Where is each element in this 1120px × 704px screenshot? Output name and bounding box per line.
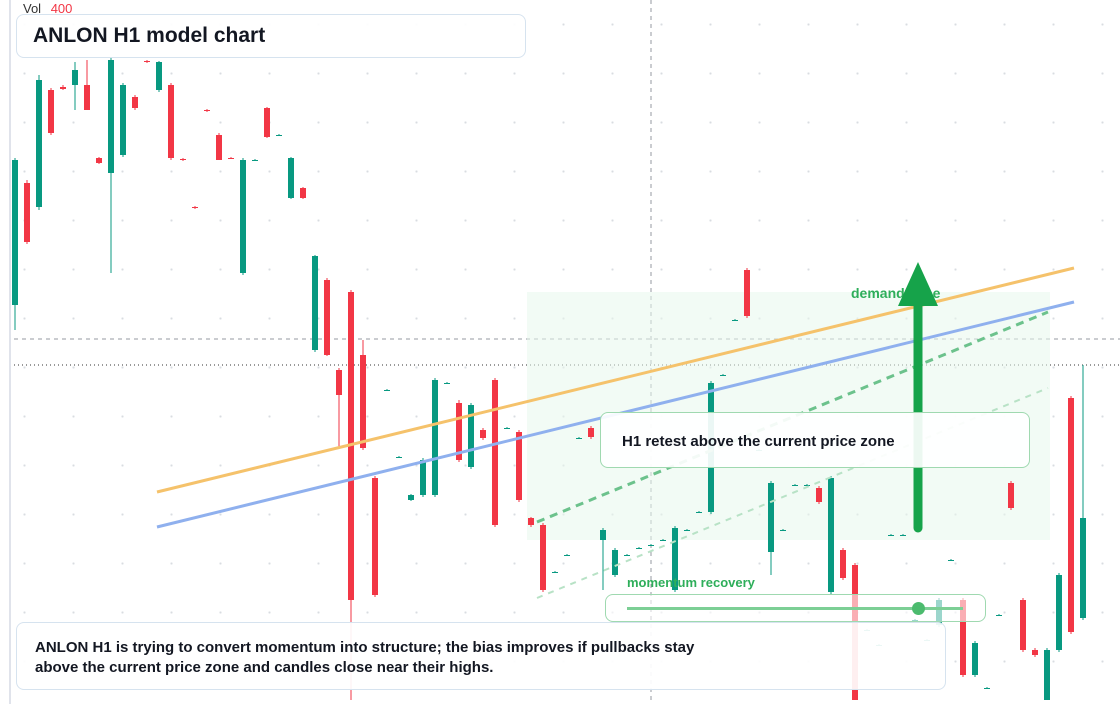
candle-body [660, 540, 666, 541]
candle-body [684, 530, 690, 531]
candle-body [24, 183, 30, 242]
candle-body [1032, 650, 1038, 655]
candle-body [372, 478, 378, 595]
candle-body [108, 60, 114, 173]
momentum-bar [627, 607, 963, 610]
candle-body [204, 110, 210, 111]
candle-body [180, 159, 186, 160]
candle-body [900, 535, 906, 536]
candle-body [516, 432, 522, 500]
candle-body [132, 97, 138, 108]
candle-body [264, 108, 270, 137]
momentum-track [605, 594, 986, 622]
candle-body [792, 485, 798, 486]
candle-body [780, 530, 786, 531]
candle-body [84, 85, 90, 110]
candle-body [1044, 650, 1050, 700]
candle-body [336, 370, 342, 395]
candle-body [528, 518, 534, 525]
candle-body [768, 483, 774, 552]
candle-body [216, 135, 222, 160]
volume-value: 400 [50, 1, 73, 16]
caption-box: ANLON H1 is trying to convert momentum i… [16, 622, 946, 690]
candle-body [12, 160, 18, 305]
candle-body [648, 545, 654, 546]
candle-body [600, 530, 606, 540]
candle-body [948, 560, 954, 561]
momentum-knob [912, 602, 925, 615]
candle-body [1020, 600, 1026, 650]
candle-body [744, 270, 750, 316]
candle-body [96, 158, 102, 163]
candle-body [312, 256, 318, 350]
candle-body [168, 85, 174, 158]
candle-body [480, 430, 486, 438]
arrow-head [898, 262, 938, 306]
candle-body [60, 87, 66, 89]
candle-body [456, 403, 462, 460]
candle-body [540, 525, 546, 590]
candle-body [888, 535, 894, 536]
chart-title: ANLON H1 model chart [16, 14, 526, 58]
candle-body [564, 555, 570, 556]
candle-body [576, 438, 582, 439]
candle-body [552, 572, 558, 573]
candle-body [384, 390, 390, 391]
candle-body [192, 207, 198, 208]
candle-body [804, 485, 810, 486]
candle-body [588, 428, 594, 437]
candle-body [300, 188, 306, 198]
candle-body [144, 61, 150, 62]
momentum-label: momentum recovery [627, 575, 755, 590]
candle-body [492, 380, 498, 525]
candle-body [48, 90, 54, 133]
candle-body [408, 495, 414, 500]
candle-body [504, 428, 510, 429]
candle-body [696, 512, 702, 513]
candle-body [240, 160, 246, 273]
candle-body [840, 550, 846, 578]
candle-body [960, 600, 966, 675]
candle-body [72, 70, 78, 85]
candle-body [732, 320, 738, 321]
candle-body [420, 460, 426, 495]
candle-body [444, 383, 450, 384]
candle-body [432, 380, 438, 495]
volume-label: Vol [23, 1, 42, 16]
candle-body [1068, 398, 1074, 632]
candle-body [324, 280, 330, 355]
volume-legend: Vol 400 [23, 1, 72, 16]
candle-body [996, 615, 1002, 616]
candle-body [720, 375, 726, 376]
candle-body [120, 85, 126, 155]
candle-body [252, 160, 258, 161]
candle-body [228, 158, 234, 159]
candle-body [972, 643, 978, 675]
candle-body [624, 555, 630, 556]
candle-body [828, 478, 834, 592]
candle-body [1008, 483, 1014, 508]
candle-body [156, 62, 162, 90]
candle-body [468, 405, 474, 467]
candle-body [816, 488, 822, 502]
candle-body [672, 528, 678, 590]
candle-body [1080, 518, 1086, 618]
retest-note: H1 retest above the current price zone [600, 412, 1030, 468]
candle-body [612, 550, 618, 575]
candle-body [36, 80, 42, 207]
candle-body [984, 688, 990, 689]
candle-body [1056, 575, 1062, 650]
candle-body [396, 457, 402, 458]
caption: ANLON H1 is trying to convert momentum i… [35, 639, 695, 676]
candle-body [360, 355, 366, 448]
candle-body [276, 135, 282, 136]
candle-body [288, 158, 294, 198]
candle-body [636, 548, 642, 549]
